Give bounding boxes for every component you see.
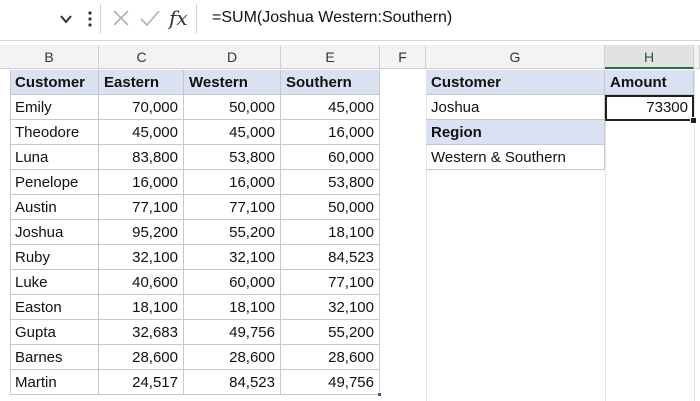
southern-cell[interactable]: 60,000 (281, 145, 380, 170)
lookup-amount-label[interactable]: Amount (605, 70, 694, 95)
western-cell[interactable]: 84,523 (184, 370, 281, 395)
western-cell[interactable]: 77,100 (184, 195, 281, 220)
column-header-c[interactable]: C (99, 45, 185, 69)
column-header-e[interactable]: E (281, 45, 380, 69)
southern-cell[interactable]: 45,000 (281, 95, 380, 120)
chevron-down-icon[interactable] (58, 10, 74, 28)
southern-cell[interactable]: 28,600 (281, 345, 380, 370)
lookup-region-label[interactable]: Region (426, 120, 605, 145)
customer-cell[interactable]: Penelope (10, 170, 99, 195)
gridline (426, 70, 427, 401)
customer-cell[interactable]: Easton (10, 295, 99, 320)
column-header-h[interactable]: H (605, 45, 694, 69)
western-cell[interactable]: 28,600 (184, 345, 281, 370)
formula-bar: fx =SUM(Joshua Western:Southern) (0, 0, 700, 41)
formula-controls: fx (100, 4, 197, 34)
column-header-partial (694, 45, 700, 69)
eastern-cell[interactable]: 83,800 (99, 145, 184, 170)
header-eastern[interactable]: Eastern (99, 70, 184, 95)
customer-cell[interactable]: Ruby (10, 245, 99, 270)
insert-function-button[interactable]: fx (169, 6, 188, 30)
western-cell[interactable]: 55,200 (184, 220, 281, 245)
southern-cell[interactable]: 50,000 (281, 195, 380, 220)
southern-cell[interactable]: 84,523 (281, 245, 380, 270)
western-cell[interactable]: 53,800 (184, 145, 281, 170)
eastern-cell[interactable]: 77,100 (99, 195, 184, 220)
eastern-cell[interactable]: 32,100 (99, 245, 184, 270)
customer-cell[interactable]: Theodore (10, 120, 99, 145)
customer-cell[interactable]: Barnes (10, 345, 99, 370)
customer-cell[interactable]: Gupta (10, 320, 99, 345)
active-cell-selection[interactable] (605, 95, 694, 121)
customer-cell[interactable]: Luke (10, 270, 99, 295)
western-cell[interactable]: 50,000 (184, 95, 281, 120)
cancel-icon[interactable] (111, 8, 131, 28)
eastern-cell[interactable]: 24,517 (99, 370, 184, 395)
southern-cell[interactable]: 18,100 (281, 220, 380, 245)
formula-input[interactable]: =SUM(Joshua Western:Southern) (212, 9, 453, 26)
eastern-cell[interactable]: 95,200 (99, 220, 184, 245)
column-header-b[interactable]: B (0, 45, 99, 69)
southern-cell[interactable]: 32,100 (281, 295, 380, 320)
eastern-cell[interactable]: 45,000 (99, 120, 184, 145)
lookup-customer-label[interactable]: Customer (426, 70, 605, 95)
customer-cell[interactable]: Luna (10, 145, 99, 170)
customer-cell[interactable]: Martin (10, 370, 99, 395)
southern-cell[interactable]: 55,200 (281, 320, 380, 345)
western-cell[interactable]: 45,000 (184, 120, 281, 145)
column-header-f[interactable]: F (380, 45, 426, 69)
table-left-border (10, 70, 11, 395)
gridline (605, 70, 606, 401)
column-header-g[interactable]: G (426, 45, 605, 69)
customer-cell[interactable]: Joshua (10, 220, 99, 245)
western-cell[interactable]: 49,756 (184, 320, 281, 345)
header-southern[interactable]: Southern (281, 70, 380, 95)
customer-cell[interactable]: Emily (10, 95, 99, 120)
eastern-cell[interactable]: 70,000 (99, 95, 184, 120)
confirm-check-icon[interactable] (139, 8, 161, 28)
eastern-cell[interactable]: 28,600 (99, 345, 184, 370)
western-cell[interactable]: 60,000 (184, 270, 281, 295)
table-resize-handle[interactable] (377, 392, 382, 397)
eastern-cell[interactable]: 18,100 (99, 295, 184, 320)
header-western[interactable]: Western (184, 70, 281, 95)
western-cell[interactable]: 32,100 (184, 245, 281, 270)
eastern-cell[interactable]: 16,000 (99, 170, 184, 195)
eastern-cell[interactable]: 40,600 (99, 270, 184, 295)
eastern-cell[interactable]: 32,683 (99, 320, 184, 345)
fill-handle[interactable] (690, 117, 697, 124)
southern-cell[interactable]: 16,000 (281, 120, 380, 145)
southern-cell[interactable]: 49,756 (281, 370, 380, 395)
lookup-customer-value[interactable]: Joshua (426, 95, 605, 120)
southern-cell[interactable]: 77,100 (281, 270, 380, 295)
western-cell[interactable]: 18,100 (184, 295, 281, 320)
column-header-d[interactable]: D (184, 45, 281, 69)
lookup-region-value[interactable]: Western & Southern (426, 145, 605, 170)
western-cell[interactable]: 16,000 (184, 170, 281, 195)
more-options-icon[interactable] (86, 9, 94, 29)
gridline (694, 70, 695, 401)
southern-cell[interactable]: 53,800 (281, 170, 380, 195)
header-customer[interactable]: Customer (10, 70, 99, 95)
customer-cell[interactable]: Austin (10, 195, 99, 220)
